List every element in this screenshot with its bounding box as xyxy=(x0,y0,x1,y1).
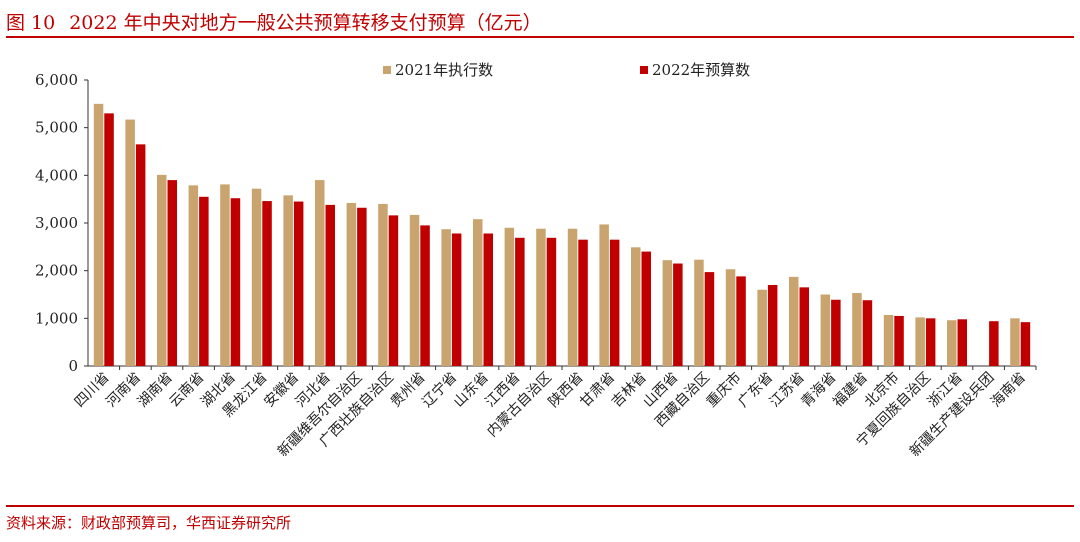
y-tick-label: 1,000 xyxy=(35,309,78,327)
axes: 0 1,000 2,000 3,000 4,000 5,000 6,000 xyxy=(35,71,1037,375)
bar-2022 xyxy=(989,321,999,366)
x-tick-label: 湖南省 xyxy=(135,370,176,411)
x-tick-label: 河南省 xyxy=(103,370,144,411)
title-bar: 图 10 2022 年中央对地方一般公共预算转移支付预算（亿元） xyxy=(0,0,1080,38)
bar-2021 xyxy=(631,247,641,366)
bar-2022 xyxy=(325,204,335,366)
bar-2021 xyxy=(789,276,799,366)
bar-2022 xyxy=(388,215,399,366)
bar-2021 xyxy=(947,320,957,366)
x-tick-label: 山东省 xyxy=(451,370,492,411)
y-tick-label: 0 xyxy=(68,357,78,375)
bar-2022 xyxy=(1020,322,1031,366)
bar-2022 xyxy=(546,237,557,366)
bar-2021 xyxy=(251,188,262,366)
bar-2022 xyxy=(578,239,588,366)
bar-2022 xyxy=(894,315,904,366)
x-tick-label: 陕西省 xyxy=(546,370,587,411)
bar-2022 xyxy=(736,276,746,366)
y-tick-label: 5,000 xyxy=(35,119,78,137)
bar-2021 xyxy=(504,227,515,366)
bar-2022 xyxy=(957,319,967,366)
bar-2022 xyxy=(862,300,873,366)
bar-2022 xyxy=(641,251,651,366)
y-tick-label: 4,000 xyxy=(35,166,78,184)
bar-2022 xyxy=(704,272,715,366)
x-tick-label: 海南省 xyxy=(988,370,1029,411)
bar-2021 xyxy=(157,174,167,366)
x-tick-label: 福建省 xyxy=(830,370,871,411)
figure-title: 图 10 2022 年中央对地方一般公共预算转移支付预算（亿元） xyxy=(6,8,542,35)
bar-2022 xyxy=(420,225,430,366)
x-tick-label: 贵州省 xyxy=(388,370,429,411)
x-tick-label: 云南省 xyxy=(166,370,207,411)
legend-swatch-2021 xyxy=(383,66,391,74)
bar-2021 xyxy=(473,219,483,366)
bar-2021 xyxy=(725,269,736,366)
bar-2022 xyxy=(609,239,620,366)
bar-2022 xyxy=(799,287,809,366)
bars xyxy=(93,103,1031,367)
x-tick-label: 辽宁省 xyxy=(419,369,461,411)
bar-2021 xyxy=(188,185,199,366)
bar-2021 xyxy=(220,184,230,366)
x-tick-label: 重庆市 xyxy=(703,369,745,411)
x-tick-label: 青海省 xyxy=(798,370,839,411)
x-tick-label: 江苏省 xyxy=(767,370,808,411)
bar-2022 xyxy=(673,263,683,366)
bar-2021 xyxy=(315,180,325,366)
x-tick-label: 四川省 xyxy=(72,370,113,411)
bar-2022 xyxy=(230,198,241,366)
x-tick-labels: 四川省河南省湖南省云南省湖北省黑龙江省安徽省河北省新疆维吾尔自治区广西壮族自治区… xyxy=(72,369,1029,460)
bar-2021 xyxy=(915,317,925,366)
bar-2021 xyxy=(852,293,862,366)
bar-2021 xyxy=(883,314,894,366)
title-rule xyxy=(6,36,1074,38)
legend: 2021年执行数 2022年预算数 xyxy=(383,61,750,79)
x-tick-label: 甘肃省 xyxy=(577,370,618,411)
figure-title-text: 2022 年中央对地方一般公共预算转移支付预算（亿元） xyxy=(69,12,542,34)
bar-2022 xyxy=(167,180,177,366)
legend-label-2021: 2021年执行数 xyxy=(395,61,493,79)
bar-2021 xyxy=(125,119,135,367)
bar-2022 xyxy=(293,201,304,366)
bar-2022 xyxy=(483,233,493,366)
legend-label-2022: 2022年预算数 xyxy=(652,61,750,79)
bar-2022 xyxy=(451,233,462,366)
bar-2022 xyxy=(104,113,114,366)
x-tick-label: 安徽省 xyxy=(261,370,302,411)
footer-rule xyxy=(6,505,1074,507)
y-tick-label: 2,000 xyxy=(35,262,78,280)
bar-2022 xyxy=(925,318,936,366)
y-tick-label: 6,000 xyxy=(35,71,78,89)
bar-2021 xyxy=(757,289,767,366)
bar-2021 xyxy=(599,224,609,366)
figure-number: 图 10 xyxy=(6,12,56,34)
bar-2022 xyxy=(357,207,367,366)
bar-2021 xyxy=(409,214,420,366)
bar-2022 xyxy=(831,299,841,366)
bar-2021 xyxy=(567,228,578,366)
bar-2021 xyxy=(662,260,673,366)
bar-2021 xyxy=(441,229,451,366)
bar-chart: 0 1,000 2,000 3,000 4,000 5,000 6,000 四川省河南省湖南… xyxy=(35,61,1037,460)
y-tick-label: 3,000 xyxy=(35,214,78,232)
bar-2022 xyxy=(135,144,146,366)
bar-2021 xyxy=(93,103,104,367)
bar-2021 xyxy=(378,203,388,366)
bar-2021 xyxy=(536,228,546,366)
bar-2021 xyxy=(1010,318,1020,366)
bar-2022 xyxy=(515,237,525,366)
legend-swatch-2022 xyxy=(640,66,648,74)
x-tick-label: 广东省 xyxy=(735,370,776,411)
bar-2022 xyxy=(199,196,209,366)
bar-2022 xyxy=(262,201,272,366)
source-note: 资料来源：财政部预算司，华西证券研究所 xyxy=(6,514,292,532)
bar-2021 xyxy=(283,195,293,366)
bar-2022 xyxy=(767,284,778,366)
bar-2021 xyxy=(694,259,704,366)
x-tick-label: 吉林省 xyxy=(609,370,650,411)
bar-2021 xyxy=(346,202,357,366)
bar-2021 xyxy=(820,294,831,366)
